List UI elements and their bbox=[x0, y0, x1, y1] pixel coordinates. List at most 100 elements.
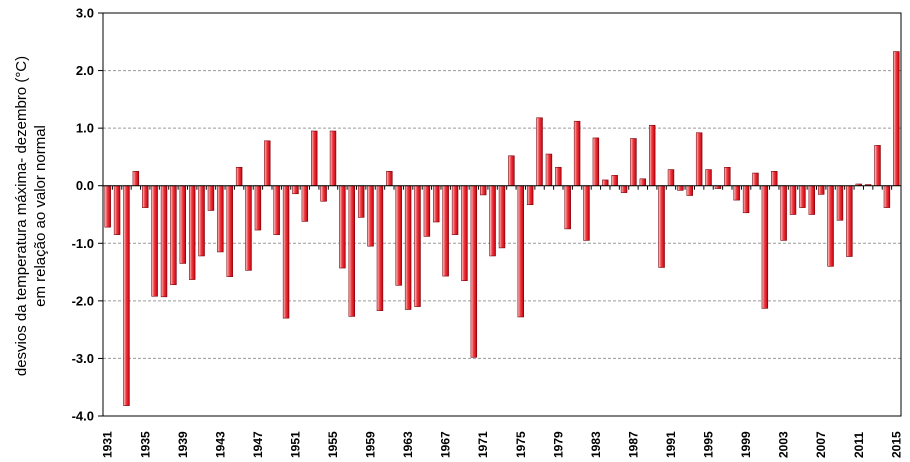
bar-2010 bbox=[846, 185, 853, 257]
bar-2013 bbox=[874, 145, 881, 187]
x-tick-label: 1943 bbox=[213, 431, 227, 458]
bar-1972 bbox=[489, 185, 496, 257]
y-tick-label: 0.0 bbox=[76, 178, 94, 193]
bar-1995 bbox=[705, 169, 712, 187]
x-tick-label: 1987 bbox=[626, 431, 640, 458]
bar-1954 bbox=[320, 185, 327, 202]
x-tick-label: 2007 bbox=[814, 431, 828, 458]
bar-1940 bbox=[188, 185, 196, 280]
bar-1978 bbox=[545, 153, 553, 187]
bar-1983 bbox=[592, 137, 600, 187]
bar-1938 bbox=[170, 185, 177, 286]
bar-1948 bbox=[264, 140, 271, 187]
bar-1957 bbox=[348, 185, 356, 317]
bar-1943 bbox=[217, 185, 224, 253]
bar-1979 bbox=[555, 166, 562, 187]
bar-1958 bbox=[357, 185, 365, 218]
bar-1994 bbox=[695, 132, 703, 187]
x-tick-label: 1975 bbox=[514, 431, 528, 458]
y-tick-label: -3.0 bbox=[72, 351, 94, 366]
bar-1935 bbox=[142, 185, 149, 208]
bar-1988 bbox=[639, 178, 647, 187]
y-tick-label: 3.0 bbox=[76, 6, 94, 21]
bar-2009 bbox=[836, 185, 844, 221]
bar-1991 bbox=[667, 169, 675, 187]
bar-1980 bbox=[564, 185, 571, 230]
bar-1992 bbox=[677, 185, 684, 191]
bar-1984 bbox=[602, 179, 609, 187]
bar-1952 bbox=[301, 185, 309, 222]
bar-1956 bbox=[339, 185, 346, 269]
x-tick-label: 1939 bbox=[176, 431, 190, 458]
bar-1986 bbox=[620, 185, 628, 193]
x-tick-label: 1979 bbox=[551, 431, 565, 458]
bar-1974 bbox=[508, 155, 515, 187]
bar-1963 bbox=[404, 185, 412, 310]
bar-1951 bbox=[292, 185, 299, 195]
x-tick-label: 1959 bbox=[364, 431, 378, 458]
bar-1937 bbox=[160, 185, 168, 298]
bar-2004 bbox=[789, 185, 797, 215]
bar-1971 bbox=[480, 185, 487, 196]
y-tick-labels: 3.0 2.0 1.0 0.0 -1.0 -2.0 -3.0 -4.0 bbox=[72, 6, 94, 424]
x-tick-label: 1931 bbox=[101, 431, 115, 458]
bar-1985 bbox=[611, 175, 618, 187]
bar-1966 bbox=[433, 185, 440, 223]
bar-1998 bbox=[733, 185, 740, 201]
bar-1944 bbox=[226, 185, 233, 277]
bar-2006 bbox=[808, 185, 816, 215]
bar-1981 bbox=[573, 120, 581, 187]
bar-1989 bbox=[648, 124, 656, 187]
bar-1946 bbox=[245, 185, 252, 271]
bar-2005 bbox=[799, 185, 806, 208]
bar-1999 bbox=[742, 185, 750, 214]
x-tick-label: 1983 bbox=[589, 431, 603, 458]
bar-1939 bbox=[179, 185, 187, 264]
bar-1962 bbox=[395, 185, 402, 286]
bar-1931 bbox=[104, 185, 111, 228]
bar-1950 bbox=[282, 185, 290, 319]
bar-1997 bbox=[724, 166, 731, 187]
x-tick-label: 2015 bbox=[889, 431, 903, 458]
bar-2014 bbox=[883, 185, 891, 208]
bar-1949 bbox=[273, 185, 280, 235]
x-tick-label: 1951 bbox=[288, 431, 302, 458]
x-tick-label: 1955 bbox=[326, 431, 340, 458]
bar-1965 bbox=[423, 185, 431, 237]
bar-1936 bbox=[151, 185, 158, 297]
bar-1982 bbox=[583, 185, 590, 241]
bar-1976 bbox=[526, 185, 534, 206]
x-tick-label: 1991 bbox=[664, 431, 678, 458]
bar-1960 bbox=[376, 185, 384, 311]
bar-1955 bbox=[329, 130, 337, 187]
bar-2000 bbox=[752, 172, 759, 187]
x-tick-label: 2003 bbox=[777, 431, 791, 458]
bar-1967 bbox=[442, 185, 449, 277]
x-tick-label: 1999 bbox=[739, 431, 753, 458]
x-tick-label: 2011 bbox=[852, 432, 866, 458]
bar-2003 bbox=[780, 185, 787, 241]
bar-2015 bbox=[893, 51, 900, 187]
y-axis-label-line1: desvios da temperatura máxima- dezembro … bbox=[13, 56, 30, 376]
bar-1973 bbox=[498, 185, 506, 249]
x-tick-label: 1963 bbox=[401, 431, 415, 458]
bar-1934 bbox=[132, 171, 140, 187]
bar-1993 bbox=[686, 185, 693, 196]
y-tick-label: -2.0 bbox=[72, 293, 94, 308]
bar-1942 bbox=[207, 185, 215, 211]
x-tick-label: 1935 bbox=[138, 431, 152, 458]
bar-2001 bbox=[761, 185, 769, 309]
x-tick-labels: 1931 1935 1939 1943 1947 1951 1955 1959 1963 1967… bbox=[101, 431, 904, 458]
bar-1975 bbox=[517, 185, 524, 318]
bar-1933 bbox=[123, 185, 130, 406]
x-tick-label: 1971 bbox=[476, 431, 490, 458]
bar-1964 bbox=[414, 185, 421, 307]
y-tick-label: 2.0 bbox=[76, 63, 94, 78]
bar-1945 bbox=[235, 166, 243, 187]
bar-1953 bbox=[311, 130, 318, 187]
bar-1987 bbox=[630, 138, 637, 187]
y-tick-label: -1.0 bbox=[72, 236, 94, 251]
bar-1977 bbox=[536, 117, 543, 187]
y-tick-label: 1.0 bbox=[76, 121, 94, 136]
